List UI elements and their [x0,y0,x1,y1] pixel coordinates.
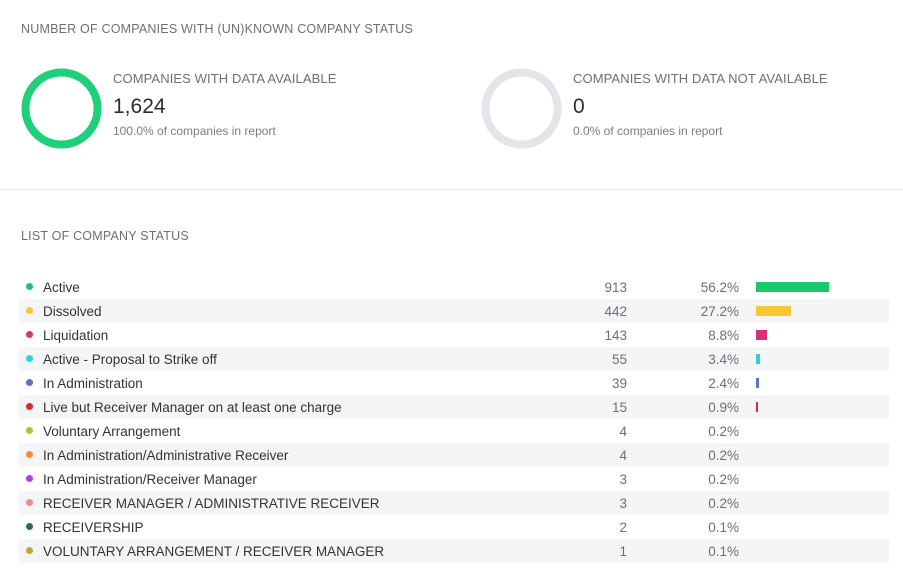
status-name: Voluntary Arrangement [43,424,181,439]
status-name: Liquidation [43,328,109,343]
status-color-dot [26,451,33,458]
status-percentage: 0.2% [708,448,739,463]
status-count: 3 [619,496,627,511]
company-status-list: Active 913 56.2% Dissolved 442 27.2% Liquidati… [19,275,889,563]
status-count: 913 [604,280,627,295]
list-item: Dissolved 442 27.2% [19,299,889,323]
status-share-bar [756,330,767,340]
status-color-dot [26,523,33,530]
status-name: Live but Receiver Manager on at least on… [43,400,342,415]
status-color-dot [26,547,33,554]
status-name: In Administration/Administrative Receive… [43,448,289,463]
status-name: In Administration/Receiver Manager [43,472,257,487]
list-item: Liquidation 143 8.8% [19,323,889,347]
status-name: Active [43,280,80,295]
status-percentage: 2.4% [708,376,739,391]
status-name: RECEIVERSHIP [43,520,144,535]
status-share-bar [756,282,829,292]
data-unavailable-label: COMPANIES WITH DATA NOT AVAILABLE [573,71,828,86]
known-status-section-title: NUMBER OF COMPANIES WITH (UN)KNOWN COMPA… [21,22,413,36]
status-color-dot [26,283,33,290]
status-share-bar [756,306,791,316]
status-percentage: 0.1% [708,520,739,535]
status-name: Active - Proposal to Strike off [43,352,217,367]
status-percentage: 56.2% [700,280,739,295]
status-percentage: 27.2% [700,304,739,319]
data-unavailable-value: 0 [573,95,585,118]
list-item: Live but Receiver Manager on at least on… [19,395,889,419]
status-name: VOLUNTARY ARRANGEMENT / RECEIVER MANAGER [43,544,385,559]
status-name: In Administration [43,376,143,391]
status-color-dot [26,331,33,338]
status-color-dot [26,403,33,410]
data-available-ring [21,68,102,149]
data-unavailable-ring [481,68,562,149]
status-share-bar [756,354,760,364]
status-count: 55 [611,352,627,367]
list-item: Active - Proposal to Strike off 55 3.4% [19,347,889,371]
status-color-dot [26,427,33,434]
status-count: 15 [611,400,627,415]
status-color-dot [26,499,33,506]
status-count: 4 [619,448,627,463]
list-item: Voluntary Arrangement 4 0.2% [19,419,889,443]
status-count: 143 [604,328,627,343]
list-item: RECEIVERSHIP 2 0.1% [19,515,889,539]
status-share-bar [756,378,759,388]
list-item: Active 913 56.2% [19,275,889,299]
status-count: 4 [619,424,627,439]
data-available-subtext: 100.0% of companies in report [113,124,276,138]
list-item: RECEIVER MANAGER / ADMINISTRATIVE RECEIV… [19,491,889,515]
status-percentage: 0.9% [708,400,739,415]
status-percentage: 0.2% [708,424,739,439]
status-color-dot [26,355,33,362]
status-list-section-title: LIST OF COMPANY STATUS [21,229,189,243]
status-count: 1 [619,544,627,559]
data-available-value: 1,624 [113,95,166,118]
status-color-dot [26,307,33,314]
list-item: VOLUNTARY ARRANGEMENT / RECEIVER MANAGER… [19,539,889,563]
data-unavailable-subtext: 0.0% of companies in report [573,124,723,138]
status-percentage: 0.2% [708,496,739,511]
status-percentage: 0.2% [708,472,739,487]
status-name: Dissolved [43,304,102,319]
status-share-bar [756,402,758,412]
status-count: 39 [611,376,627,391]
list-item: In Administration 39 2.4% [19,371,889,395]
status-count: 2 [619,520,627,535]
status-count: 442 [604,304,627,319]
status-color-dot [26,475,33,482]
status-percentage: 0.1% [708,544,739,559]
data-available-label: COMPANIES WITH DATA AVAILABLE [113,71,337,86]
list-item: In Administration/Receiver Manager 3 0.2% [19,467,889,491]
status-name: RECEIVER MANAGER / ADMINISTRATIVE RECEIV… [43,496,380,511]
status-percentage: 3.4% [708,352,739,367]
list-item: In Administration/Administrative Receive… [19,443,889,467]
status-count: 3 [619,472,627,487]
status-color-dot [26,379,33,386]
section-divider [0,189,903,190]
status-percentage: 8.8% [708,328,739,343]
